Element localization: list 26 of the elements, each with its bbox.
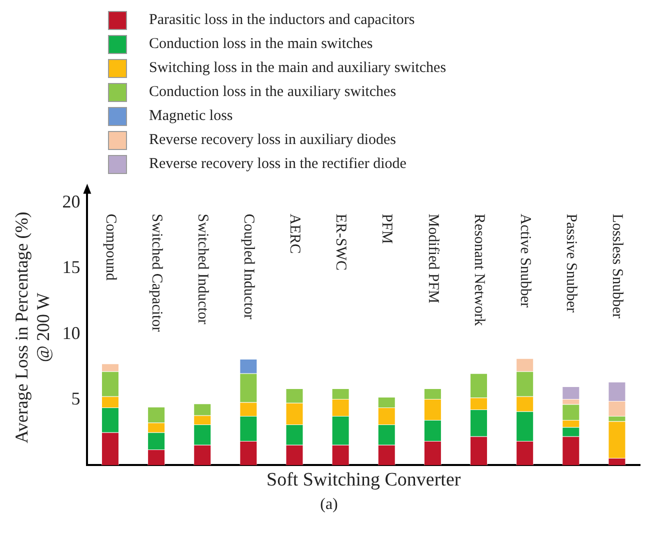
- x-tick-label: Lossless Snubber: [609, 214, 626, 318]
- legend-label: Conduction loss in the main switches: [149, 36, 373, 52]
- text: (a): [319, 496, 339, 514]
- x-tick-label: Modified PFM: [424, 214, 441, 304]
- legend-label: Reverse recovery loss in auxiliary diodes: [149, 132, 396, 148]
- y-axis-title: Average Loss in Percentage (%) @ 200 W: [12, 212, 54, 444]
- legend-label: Reverse recovery loss in the rectifier diode: [149, 156, 406, 172]
- y-tick-label: 15: [62, 257, 80, 278]
- x-tick-label: ER-SWC: [332, 214, 349, 270]
- x-tick-label: Compound: [102, 214, 118, 281]
- legend-label: Parasitic loss in the inductors and capacitors: [149, 12, 415, 28]
- legend-label: Magnetic loss: [149, 108, 233, 124]
- x-tick-label: Switched Inductor: [194, 214, 210, 324]
- x-tick-label: PFM: [378, 214, 395, 244]
- legend-label: Switching loss in the main and auxiliary switches: [149, 60, 446, 76]
- legend-label: Conduction loss in the auxiliary switches: [149, 84, 396, 100]
- x-tick-label: Active Snubber: [516, 214, 533, 308]
- y-tick-label: 20: [62, 192, 80, 212]
- y-tick-label: 5: [71, 388, 80, 408]
- x-tick-label: Switched Capacitor: [148, 214, 164, 332]
- y-tick-label: 10: [62, 322, 80, 343]
- x-axis-title: Soft Switching Converter: [266, 470, 462, 491]
- x-tick-label: Passive Snubber: [562, 214, 579, 313]
- x-tick-label: AERC: [286, 214, 303, 254]
- x-tick-label: Coupled Inductor: [240, 214, 256, 320]
- x-tick-label: Resonant Network: [470, 214, 487, 326]
